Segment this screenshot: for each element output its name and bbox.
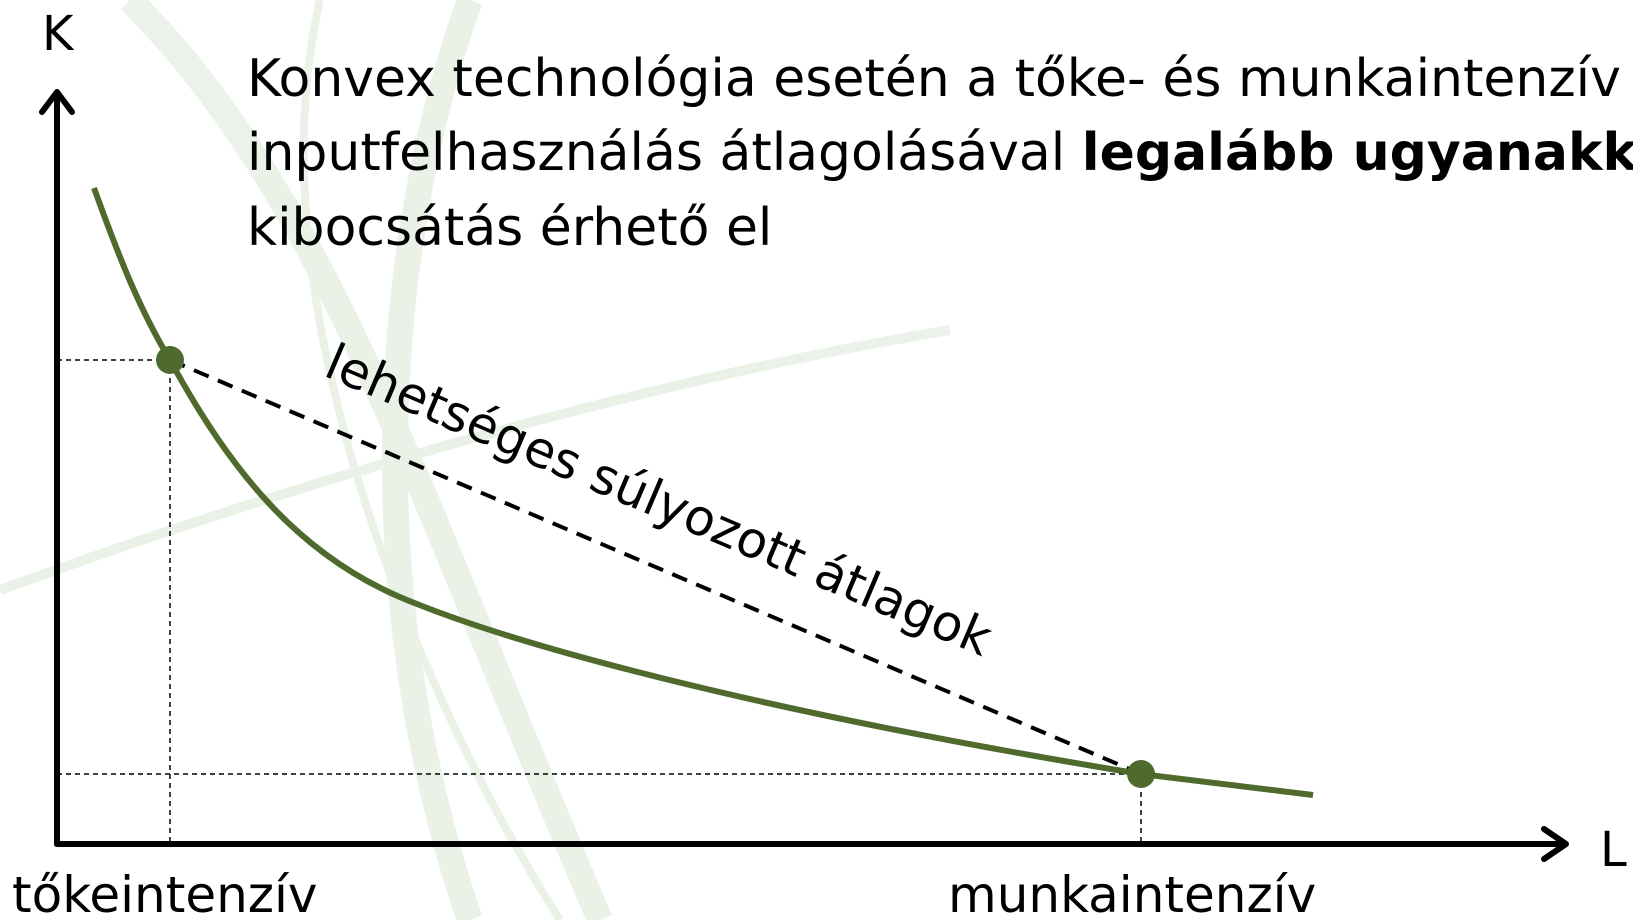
x-axis-label: L [1600,822,1627,878]
title-text: inputfelhasználás átlagolásával [247,123,1082,183]
y-axis-label: K [42,6,75,62]
point-labor-intensive [1127,760,1155,788]
x-axis-arrow [1541,826,1569,862]
left-point-label: tőkeintenzív [12,866,318,920]
point-capital-intensive [156,346,184,374]
axes [39,89,1569,862]
y-axis-arrow [39,89,75,115]
right-point-label: munkaintenzív [948,866,1316,920]
dashed-average-line [169,358,1142,776]
title-line: kibocsátás érhető el [247,198,772,258]
background-decoration [0,0,951,920]
title-line: Konvex technológia esetén a tőke- és mun… [247,49,1621,109]
title-bold: legalább ugyanakkora [1082,123,1633,183]
title-line: inputfelhasználás átlagolásával legalább… [247,123,1633,183]
guides [57,359,1142,844]
